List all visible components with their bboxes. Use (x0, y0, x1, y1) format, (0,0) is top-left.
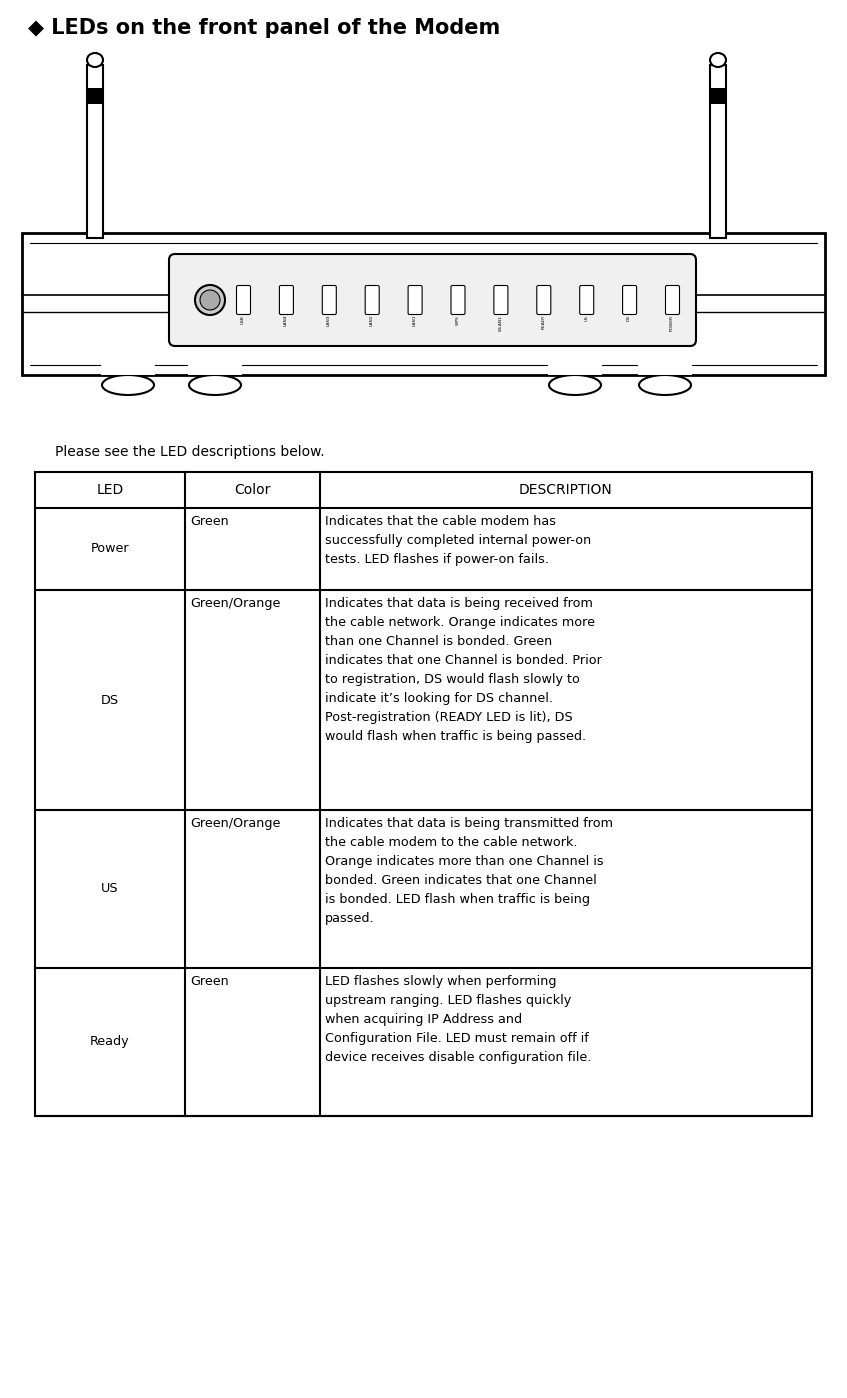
Text: device receives disable configuration file.: device receives disable configuration fi… (325, 1051, 591, 1064)
Ellipse shape (639, 375, 691, 396)
Bar (710, 88, 726, 103)
Text: the cable modem to the cable network.: the cable modem to the cable network. (325, 836, 578, 849)
Text: LAN3: LAN3 (327, 315, 331, 327)
Ellipse shape (200, 289, 220, 310)
Text: indicate it’s looking for DS channel.: indicate it’s looking for DS channel. (325, 692, 553, 705)
Bar (87, 64, 103, 238)
FancyBboxPatch shape (236, 285, 251, 315)
Text: Indicates that data is being received from: Indicates that data is being received fr… (325, 597, 593, 610)
Text: ◆ LEDs on the front panel of the Modem: ◆ LEDs on the front panel of the Modem (28, 18, 501, 38)
Text: Indicates that the cable modem has: Indicates that the cable modem has (325, 514, 556, 528)
Bar (548, 355, 602, 375)
Bar (35, 473, 812, 1116)
Text: the cable network. Orange indicates more: the cable network. Orange indicates more (325, 617, 595, 629)
Text: when acquiring IP Address and: when acquiring IP Address and (325, 1014, 522, 1026)
FancyBboxPatch shape (666, 285, 679, 315)
Text: Power: Power (91, 542, 130, 555)
Text: passed.: passed. (325, 911, 374, 925)
Text: READY: READY (541, 315, 545, 330)
Text: would flash when traffic is being passed.: would flash when traffic is being passed… (325, 730, 586, 742)
Text: indicates that one Channel is bonded. Prior: indicates that one Channel is bonded. Pr… (325, 654, 602, 667)
Text: Ready: Ready (90, 1036, 130, 1048)
Text: Configuration File. LED must remain off if: Configuration File. LED must remain off … (325, 1032, 589, 1044)
Text: Color: Color (235, 482, 271, 498)
Text: DS: DS (101, 693, 119, 706)
Text: WLAN1: WLAN1 (498, 315, 502, 331)
FancyBboxPatch shape (280, 285, 293, 315)
Ellipse shape (189, 375, 241, 396)
Text: Indicates that data is being transmitted from: Indicates that data is being transmitted… (325, 816, 613, 830)
FancyBboxPatch shape (579, 285, 594, 315)
Ellipse shape (87, 53, 103, 67)
Text: DESCRIPTION: DESCRIPTION (519, 482, 613, 498)
Text: DS: DS (627, 315, 631, 322)
Bar (101, 355, 155, 375)
FancyBboxPatch shape (169, 254, 696, 345)
FancyBboxPatch shape (537, 285, 551, 315)
Text: bonded. Green indicates that one Channel: bonded. Green indicates that one Channel (325, 874, 597, 886)
FancyBboxPatch shape (494, 285, 508, 315)
Bar (638, 355, 692, 375)
Text: to registration, DS would flash slowly to: to registration, DS would flash slowly t… (325, 672, 580, 686)
Bar (87, 88, 103, 103)
Bar (22, 233, 825, 375)
Text: POWER: POWER (670, 315, 674, 331)
FancyBboxPatch shape (408, 285, 422, 315)
Text: LED flashes slowly when performing: LED flashes slowly when performing (325, 974, 556, 988)
Text: US: US (584, 315, 588, 322)
Text: successfully completed internal power-on: successfully completed internal power-on (325, 534, 591, 547)
Text: Green: Green (190, 514, 229, 528)
Text: Green/Orange: Green/Orange (190, 597, 280, 610)
Text: upstream ranging. LED flashes quickly: upstream ranging. LED flashes quickly (325, 994, 571, 1007)
Ellipse shape (102, 375, 154, 396)
Text: Green: Green (190, 974, 229, 988)
Bar (188, 355, 242, 375)
Text: LAN4: LAN4 (284, 315, 288, 327)
Ellipse shape (195, 285, 225, 315)
Text: US: US (101, 882, 119, 896)
Text: USB: USB (241, 315, 245, 324)
Text: WPS: WPS (456, 315, 460, 324)
FancyBboxPatch shape (451, 285, 465, 315)
FancyBboxPatch shape (365, 285, 379, 315)
Text: tests. LED flashes if power-on fails.: tests. LED flashes if power-on fails. (325, 554, 549, 566)
Text: Green/Orange: Green/Orange (190, 816, 280, 830)
Text: LAN1: LAN1 (412, 315, 417, 327)
Text: Please see the LED descriptions below.: Please see the LED descriptions below. (55, 445, 324, 459)
Text: LED: LED (97, 482, 124, 498)
Text: LAN2: LAN2 (369, 315, 374, 327)
FancyBboxPatch shape (623, 285, 637, 315)
Text: than one Channel is bonded. Green: than one Channel is bonded. Green (325, 635, 552, 649)
Text: Orange indicates more than one Channel is: Orange indicates more than one Channel i… (325, 856, 604, 868)
Ellipse shape (710, 53, 726, 67)
FancyBboxPatch shape (323, 285, 336, 315)
Bar (710, 64, 726, 238)
Ellipse shape (549, 375, 601, 396)
Text: is bonded. LED flash when traffic is being: is bonded. LED flash when traffic is bei… (325, 893, 590, 906)
Text: Post-registration (READY LED is lit), DS: Post-registration (READY LED is lit), DS (325, 712, 573, 724)
